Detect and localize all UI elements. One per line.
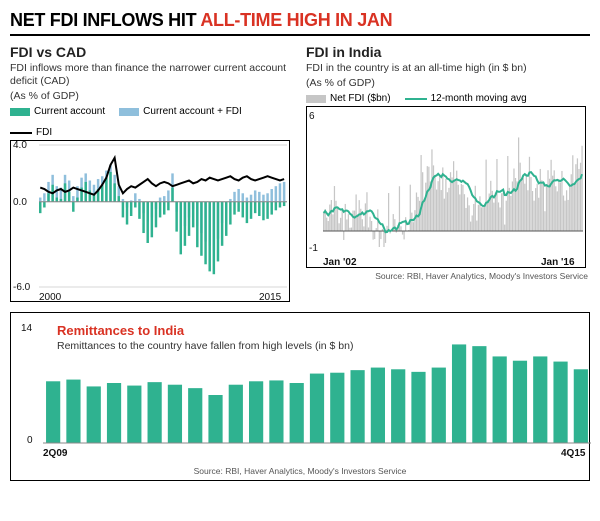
panel-bottom-source: Source: RBI, Haver Analytics, Moody's In… (19, 466, 581, 476)
legend-item-ca: Current account (10, 106, 105, 117)
svg-text:2000: 2000 (39, 292, 62, 303)
swatch-cafdi (119, 108, 139, 116)
panel-right-title: FDI in India (306, 44, 588, 60)
chart-bottom-svg: 14 0 Remittances to India Remittances to th… (19, 319, 595, 459)
svg-text:0: 0 (27, 435, 33, 446)
svg-text:4.0: 4.0 (13, 141, 27, 151)
svg-text:2Q09: 2Q09 (43, 448, 68, 459)
swatch-avg (405, 98, 427, 100)
svg-text:Remittances to the country hav: Remittances to the country have fallen f… (57, 340, 353, 352)
legend-label-avg: 12-month moving avg (431, 93, 527, 104)
svg-text:-1: -1 (309, 243, 318, 254)
svg-text:2015: 2015 (259, 292, 282, 303)
panel-left-note: (As % of GDP) (10, 90, 292, 102)
legend-item-avg: 12-month moving avg (405, 93, 527, 104)
headline: NET FDI INFLOWS HIT ALL-TIME HIGH IN JAN (10, 10, 590, 36)
swatch-net (306, 95, 326, 103)
legend-item-net: Net FDI ($bn) (306, 93, 391, 104)
panel-left-legend: Current account Current account + FDI FD… (10, 106, 292, 138)
panel-remittances: 14 0 Remittances to India Remittances to th… (10, 312, 590, 481)
svg-text:4Q15: 4Q15 (561, 448, 586, 459)
legend-label-ca: Current account (34, 106, 105, 117)
panel-right-note: (As % of GDP) (306, 77, 588, 89)
chart-right-svg: 6 -1 Jan '02 Jan '16 (307, 107, 587, 269)
swatch-ca (10, 108, 30, 116)
top-row: FDI vs CAD FDI inflows more than finance… (10, 44, 590, 302)
headline-black: NET FDI INFLOWS HIT (10, 10, 200, 30)
svg-text:Jan '16: Jan '16 (541, 257, 575, 268)
panel-fdi-vs-cad: FDI vs CAD FDI inflows more than finance… (10, 44, 292, 302)
panel-right-subtitle: FDI in the country is at an all-time hig… (306, 62, 588, 75)
legend-item-cafdi: Current account + FDI (119, 106, 242, 117)
svg-text:Remittances to India: Remittances to India (57, 323, 185, 338)
chart-right: 6 -1 Jan '02 Jan '16 (306, 106, 586, 268)
svg-text:-6.0: -6.0 (13, 282, 31, 293)
svg-text:Jan '02: Jan '02 (323, 257, 357, 268)
chart-left-svg: -6.0 0.0 4.0 2000 2015 (11, 141, 291, 303)
panel-right-source: Source: RBI, Haver Analytics, Moody's In… (306, 271, 588, 281)
svg-text:14: 14 (21, 323, 33, 334)
chart-left: -6.0 0.0 4.0 2000 2015 (10, 140, 290, 302)
headline-red: ALL-TIME HIGH IN JAN (200, 10, 392, 30)
legend-item-fdi: FDI (10, 127, 52, 138)
svg-text:6: 6 (309, 111, 315, 122)
panel-left-subtitle: FDI inflows more than finance the narrow… (10, 62, 292, 88)
panel-right-legend: Net FDI ($bn) 12-month moving avg (306, 93, 588, 104)
panel-left-title: FDI vs CAD (10, 44, 292, 60)
svg-text:0.0: 0.0 (13, 197, 27, 208)
legend-label-net: Net FDI ($bn) (330, 93, 391, 104)
panel-fdi-india: FDI in India FDI in the country is at an… (306, 44, 588, 302)
legend-label-fdi: FDI (36, 127, 52, 138)
swatch-fdi (10, 132, 32, 134)
legend-label-cafdi: Current account + FDI (143, 106, 242, 117)
